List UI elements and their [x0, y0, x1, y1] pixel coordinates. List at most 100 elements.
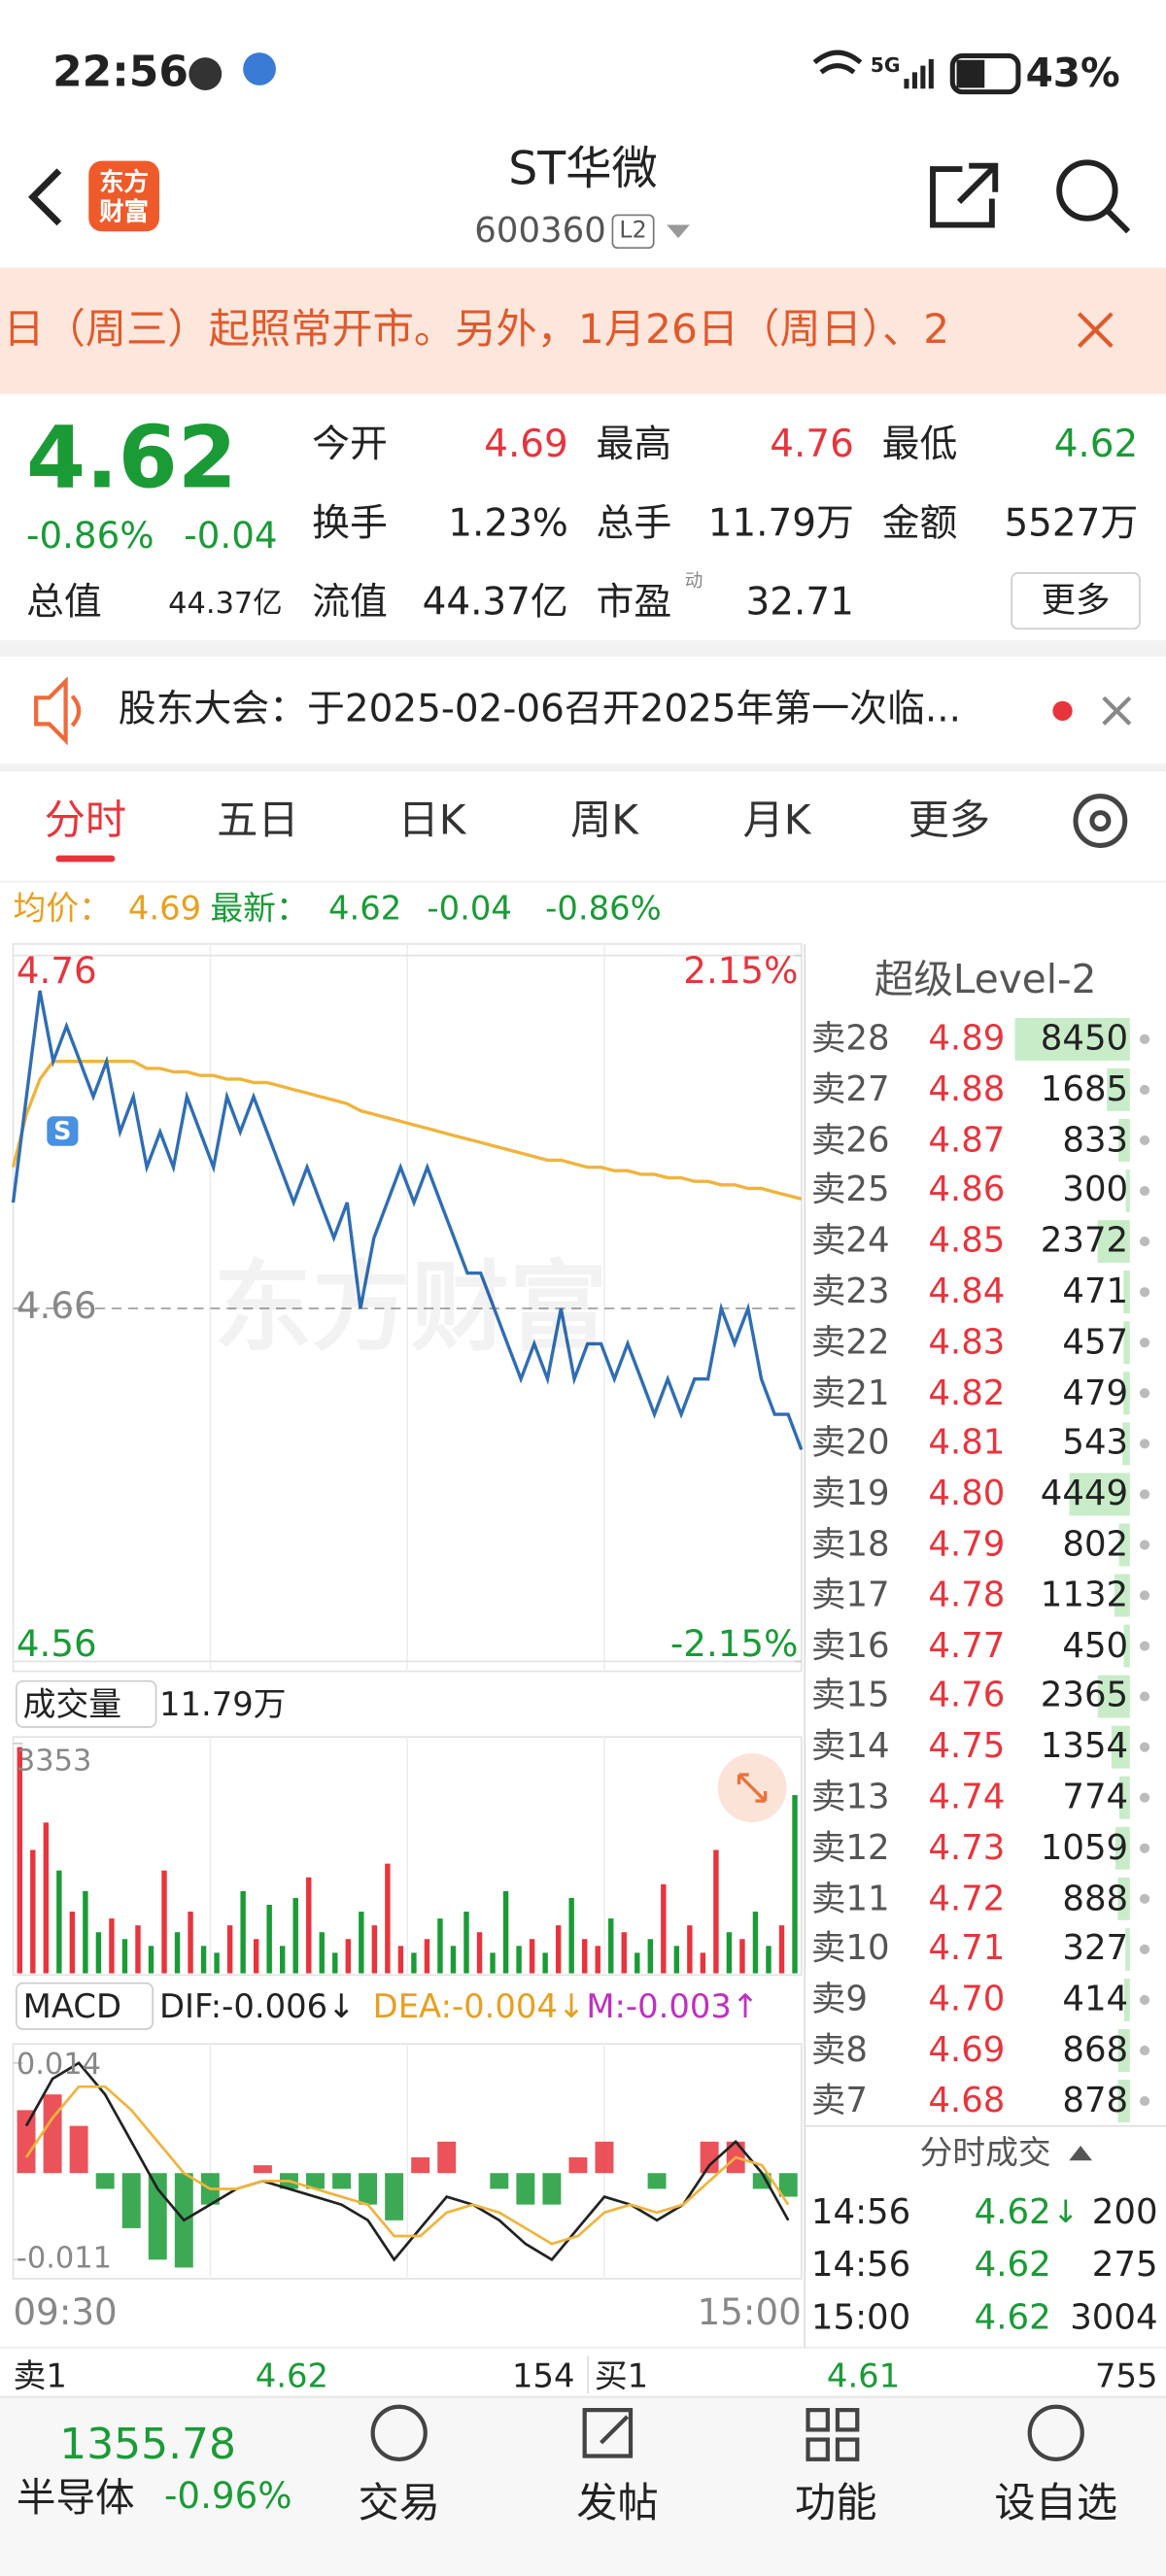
depth-bar	[1122, 1422, 1130, 1466]
best-quote-volume: 755	[1095, 2356, 1158, 2395]
volume-bar	[17, 1746, 22, 1974]
trade-volume: 275	[1091, 2245, 1158, 2285]
ask-level: 卖17	[810, 1575, 890, 1614]
row-dot	[1139, 1034, 1150, 1044]
clock: 22:56	[52, 48, 189, 98]
volume-selector[interactable]: 成交量	[22, 1684, 122, 1724]
dif-label: DIF:-0.006↓	[158, 1986, 356, 2026]
depth-bar	[1123, 1321, 1130, 1365]
depth-bar	[1097, 1220, 1130, 1264]
ask-volume: 868	[1062, 2029, 1129, 2070]
depth-bar	[1117, 2029, 1130, 2072]
trades-title[interactable]: 分时成交	[919, 2132, 1051, 2173]
volume-bar	[200, 1946, 207, 1974]
macd-bar	[411, 2157, 430, 2174]
row-dot	[1139, 1388, 1150, 1399]
ask-price: 4.69	[928, 2029, 1006, 2070]
tab[interactable]: 分时	[44, 796, 127, 844]
nav-item[interactable]: 设自选	[994, 2479, 1118, 2527]
ask-price: 4.77	[928, 1625, 1006, 1665]
volume-bar	[161, 1870, 167, 1974]
ask-volume: 1685	[1040, 1068, 1129, 1109]
field-value: 4.69	[484, 424, 568, 467]
volume-bar	[332, 1952, 338, 1974]
ask-price: 4.72	[928, 1878, 1006, 1918]
last-price: 4.62	[26, 410, 237, 509]
more-button[interactable]	[1011, 572, 1141, 630]
ask-price: 4.84	[928, 1271, 1006, 1311]
change: -0.04	[184, 517, 278, 559]
dropdown-arrow[interactable]	[667, 224, 690, 239]
volume-bar	[502, 1890, 509, 1974]
volume-bar	[673, 1946, 680, 1974]
field-value: 32.71	[745, 581, 854, 625]
notice-close[interactable]	[1077, 312, 1114, 349]
macd-bar	[490, 2173, 509, 2189]
macd-bar	[516, 2173, 535, 2205]
level-box	[611, 214, 655, 250]
ask-price: 4.70	[928, 1979, 1006, 2019]
wechat-icon	[189, 57, 223, 90]
ask-price: 4.86	[928, 1169, 1006, 1210]
best-quote-price: 4.61	[826, 2356, 901, 2395]
tab-underline	[55, 855, 116, 863]
indicator-selector[interactable]: MACD	[22, 1986, 121, 2026]
ask-price: 4.85	[928, 1220, 1006, 1261]
nav-icons[interactable]	[370, 2404, 1084, 2461]
ask-level: 卖10	[810, 1928, 890, 1969]
depth-bar	[1097, 1675, 1130, 1718]
row-dot	[1139, 1843, 1150, 1853]
settings-button[interactable]	[1073, 794, 1128, 848]
announcement-text[interactable]: 股东大会：于2025-02-06召开2025年第一次临...	[118, 688, 961, 731]
volume-bar	[568, 1897, 574, 1974]
ask-level: 卖26	[810, 1119, 890, 1160]
share-button[interactable]	[930, 162, 999, 228]
dea-line	[24, 2085, 790, 2246]
nav-item[interactable]: 发帖	[576, 2479, 659, 2527]
sector-name: 半导体	[16, 2475, 135, 2522]
order-book-title: 超级Level-2	[874, 956, 1097, 1003]
macd-bar	[359, 2173, 378, 2205]
tab[interactable]: 月K	[742, 796, 811, 844]
macd-bar	[17, 2110, 36, 2174]
volume-bar	[135, 1925, 141, 1974]
ask-price: 4.82	[928, 1372, 1006, 1412]
ask-price: 4.73	[928, 1827, 1006, 1868]
last-label: 最新：	[210, 888, 309, 928]
volume-bar	[83, 1890, 88, 1974]
level-badge: L2	[619, 218, 647, 245]
change: -0.04	[427, 888, 512, 928]
volume-bar	[266, 1904, 272, 1974]
tab[interactable]: 周K	[569, 796, 638, 844]
selector-box[interactable]	[16, 1982, 154, 2030]
nav-item[interactable]: 功能	[795, 2479, 877, 2527]
search-button[interactable]	[1056, 159, 1131, 234]
selector-box[interactable]	[16, 1679, 157, 1728]
status-icons	[812, 50, 1021, 95]
row-dot	[1139, 1237, 1150, 1247]
y-tick-label: 3353	[16, 1744, 92, 1779]
tab[interactable]: 五日	[217, 796, 299, 844]
macd-bar	[437, 2141, 457, 2174]
watermark: 东方财富	[213, 1250, 608, 1367]
ask-level: 卖25	[810, 1169, 890, 1210]
ask-volume: 774	[1062, 1777, 1129, 1816]
ask-price: 4.83	[928, 1321, 1006, 1362]
macd-bar	[700, 2141, 719, 2174]
ask-price: 4.89	[928, 1018, 1006, 1059]
dea-label: DEA:-0.004↓	[372, 1986, 586, 2026]
volume-bar	[529, 1939, 535, 1974]
best-quote-volume: 154	[512, 2356, 575, 2395]
nav-item[interactable]: 交易	[358, 2479, 440, 2527]
volume-bar	[174, 1932, 181, 1974]
change-percent: -0.86%	[545, 888, 662, 928]
depth-bar	[1111, 1725, 1130, 1769]
best-quote-price: 4.62	[255, 2356, 329, 2395]
tab[interactable]: 日K	[397, 796, 466, 844]
more-button[interactable]: 更多	[1041, 580, 1111, 620]
trade-volume: 200	[1091, 2192, 1158, 2232]
announcement-close[interactable]	[1102, 695, 1132, 726]
tab[interactable]: 更多	[908, 796, 991, 844]
volume-bar	[647, 1939, 654, 1974]
back-button[interactable]	[28, 168, 62, 226]
